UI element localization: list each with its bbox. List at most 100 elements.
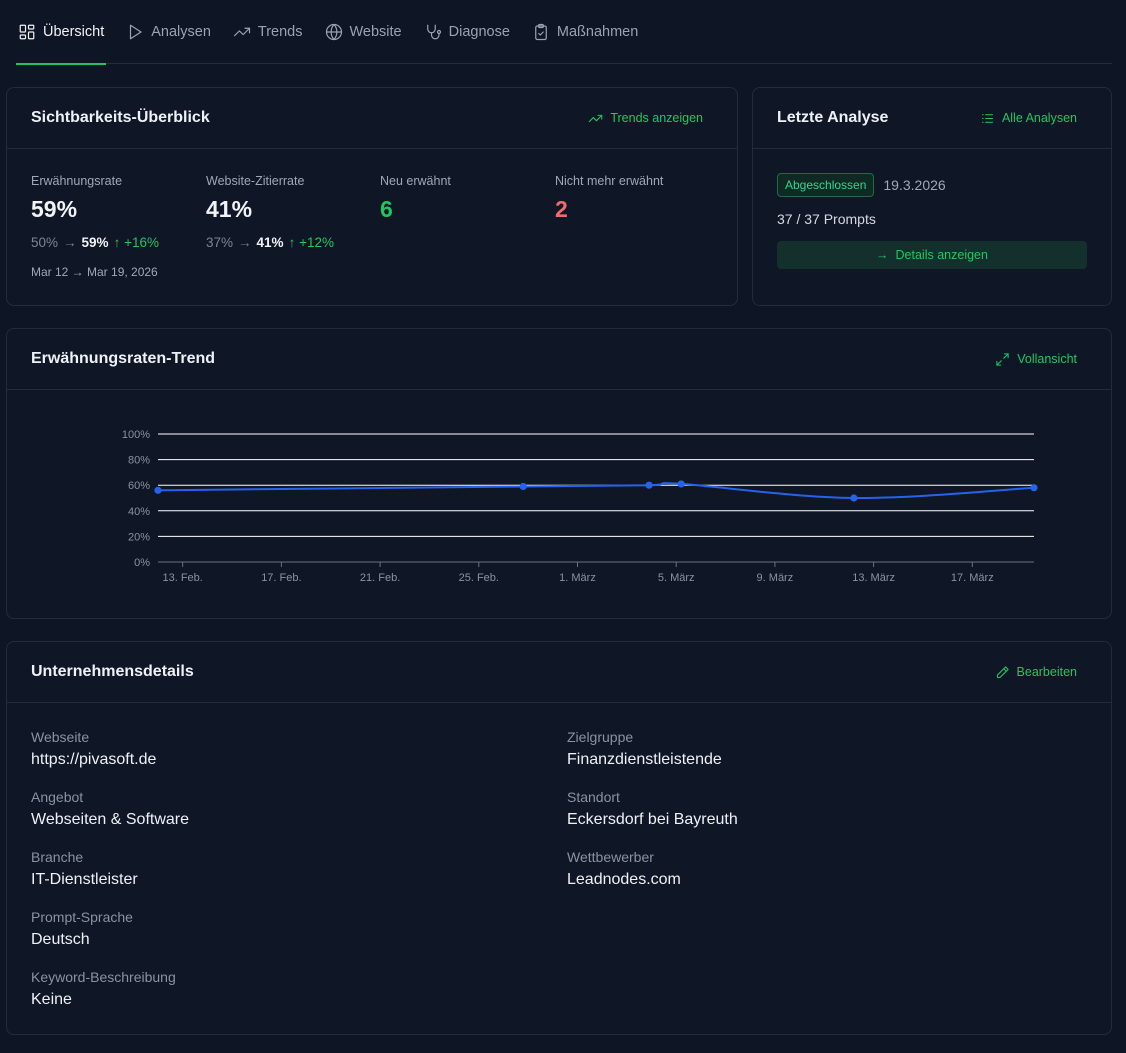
series-line (157, 482, 1035, 500)
details-button[interactable]: → Details anzeigen (777, 241, 1087, 269)
y-tick-label: 60% (128, 480, 150, 492)
last-analysis-card: Letzte Analyse Alle Analysen Abgeschloss… (752, 87, 1112, 306)
field-competitors: Wettbewerber Leadnodes.com (567, 849, 681, 889)
metric-label: Nicht mehr erwähnt (555, 174, 664, 188)
metric-label: Erwähnungsrate (31, 174, 123, 188)
trending-up-icon (589, 114, 603, 122)
field-value: Finanzdienstleistende (567, 751, 722, 768)
field-value: Webseiten & Software (31, 811, 190, 828)
card-header: Unternehmensdetails Bearbeiten (7, 642, 1111, 703)
data-point (677, 480, 685, 488)
tab-label: Diagnose (448, 23, 510, 40)
list-icon (981, 113, 993, 123)
data-point (1030, 484, 1038, 492)
tab-label: Übersicht (43, 23, 105, 40)
data-point (850, 494, 858, 502)
link-label: Vollansicht (1017, 352, 1077, 366)
date-range: Mar 12 → Mar 19, 2026 (31, 265, 158, 279)
delta-value: ↑ +12% (288, 235, 334, 250)
field-value: Eckersdorf bei Bayreuth (567, 811, 738, 828)
field-label: Zielgruppe (567, 729, 634, 745)
metric-label: Neu erwähnt (380, 174, 451, 188)
field-industry: Branche IT-Dienstleister (31, 849, 138, 889)
company-details-card: Unternehmensdetails Bearbeiten Webseite … (6, 641, 1112, 1035)
card-header: Letzte Analyse Alle Analysen (753, 88, 1111, 149)
analysis-date: 19.3.2026 (883, 177, 946, 193)
previous-value: 37% (206, 235, 234, 250)
previous-value: 50% (31, 235, 59, 250)
main-tabs: Übersicht Analysen Trends Website Diagno… (16, 0, 1112, 65)
full-view-link[interactable]: Vollansicht (995, 352, 1077, 367)
field-keyword-description: Keyword-Beschreibung Keine (31, 969, 176, 1009)
x-tick-label: 21. Feb. (360, 572, 400, 584)
tab-label: Maßnahmen (556, 23, 639, 40)
globe-icon (325, 23, 342, 40)
arrow-right-icon: → (238, 235, 252, 250)
field-label: Webseite (31, 729, 90, 745)
trends-link[interactable]: Trends anzeigen (588, 111, 703, 126)
x-tick-label: 5. März (658, 572, 695, 584)
button-label: Details anzeigen (895, 248, 988, 262)
y-tick-label: 0% (134, 557, 150, 569)
edit-link[interactable]: Bearbeiten (995, 665, 1077, 680)
field-label: Keyword-Beschreibung (31, 969, 176, 985)
card-header: Sichtbarkeits-Überblick Trends anzeigen (7, 88, 737, 149)
field-offer: Angebot Webseiten & Software (31, 789, 189, 829)
y-tick-label: 80% (128, 455, 150, 467)
metric-value: 6 (380, 196, 393, 222)
stethoscope-icon (426, 24, 441, 39)
data-point (519, 482, 527, 491)
play-icon (130, 24, 142, 39)
prompt-count: 37 / 37 Prompts (777, 211, 876, 227)
field-value: Leadnodes.com (567, 871, 681, 888)
x-tick-label: 9. März (757, 572, 794, 584)
metric-newly-mentioned: Neu erwähnt 6 (380, 174, 451, 223)
x-tick-label: 13. Feb. (162, 572, 202, 584)
field-value: Deutsch (31, 931, 90, 948)
tab-website[interactable]: Website (323, 0, 404, 64)
card-header: Erwähnungsraten-Trend Vollansicht (7, 329, 1111, 390)
data-point (645, 481, 653, 489)
x-tick-label: 13. März (852, 572, 895, 584)
metric-value: 59% (31, 196, 78, 222)
x-tick-label: 17. Feb. (261, 572, 301, 584)
metric-change: 37% → 41% ↑ +12% (206, 235, 334, 250)
field-value: IT-Dienstleister (31, 871, 138, 888)
data-point (154, 486, 162, 494)
tab-uebersicht[interactable]: Übersicht (16, 0, 107, 65)
metric-no-longer-mentioned: Nicht mehr erwähnt 2 (555, 174, 663, 223)
tab-massnahmen[interactable]: Maßnahmen (530, 0, 640, 64)
mention-rate-trend-card: Erwähnungsraten-Trend Vollansicht 0% 20% 4… (6, 328, 1112, 619)
analysis-status-row: Abgeschlossen 19.3.2026 (777, 173, 946, 197)
trending-up-icon (233, 27, 251, 36)
tab-analysen[interactable]: Analysen (124, 0, 213, 64)
trend-chart: 0% 20% 40% 60% 80% 100% 13. Feb. 17. Feb. 21. Fe… (122, 429, 1038, 584)
card-title: Sichtbarkeits-Überblick (31, 109, 210, 126)
card-title: Unternehmensdetails (31, 663, 194, 680)
field-prompt-language: Prompt-Sprache Deutsch (31, 909, 133, 949)
arrow-right-icon: → (63, 235, 77, 250)
link-label: Trends anzeigen (610, 111, 703, 125)
grid-icon (19, 24, 35, 39)
tab-trends[interactable]: Trends (231, 0, 305, 64)
arrow-right-icon: → (876, 248, 889, 262)
field-label: Angebot (31, 789, 84, 805)
link-label: Bearbeiten (1016, 665, 1077, 679)
field-label: Branche (31, 849, 84, 865)
metric-value: 41% (206, 196, 253, 222)
pencil-icon (996, 665, 1009, 678)
metric-change: 50% → 59% ↑ +16% (31, 235, 159, 250)
tab-diagnose[interactable]: Diagnose (422, 0, 512, 64)
y-tick-label: 40% (128, 506, 150, 518)
status-badge: Abgeschlossen (777, 173, 875, 197)
visibility-overview-card: Sichtbarkeits-Überblick Trends anzeigen … (6, 87, 738, 306)
all-analyses-link[interactable]: Alle Analysen (980, 111, 1077, 126)
x-tick-label: 25. Feb. (459, 572, 499, 584)
metric-label: Website-Zitierrate (206, 174, 305, 188)
field-label: Wettbewerber (567, 849, 654, 865)
y-tick-label: 100% (122, 429, 150, 441)
metric-value: 2 (555, 196, 568, 222)
expand-icon (996, 352, 1009, 366)
field-label: Standort (567, 789, 620, 805)
link-label: Alle Analysen (1001, 111, 1077, 125)
